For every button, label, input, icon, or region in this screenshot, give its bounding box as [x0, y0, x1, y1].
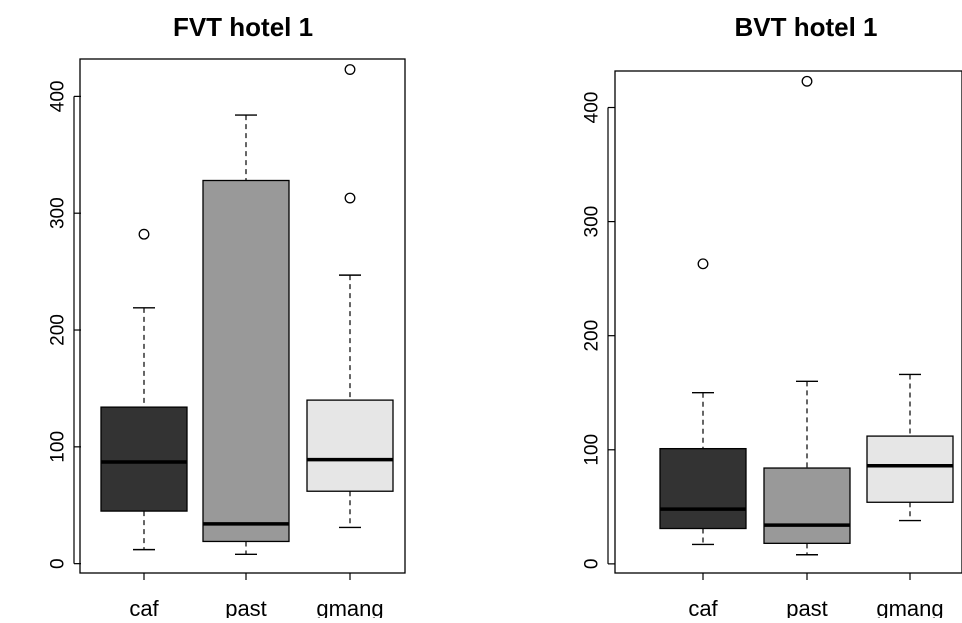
chart-1-box-past — [203, 115, 289, 554]
chart-2-panel: BVT hotel 1 0 100 200 300 400 caf past gmang — [582, 12, 962, 618]
chart-1-box-gmang — [307, 65, 393, 528]
chart-1-box-caf — [101, 229, 187, 549]
chart-2-box-past — [764, 76, 850, 554]
chart-2-y-tick-label: 0 — [582, 559, 603, 570]
chart-1-outlier-point — [345, 65, 355, 75]
chart-1-title: FVT hotel 1 — [173, 12, 313, 42]
chart-2-x-tick-label: gmang — [876, 596, 943, 618]
chart-1-iqr-box — [101, 407, 187, 511]
chart-1-outlier-point — [345, 193, 355, 203]
chart-1-outlier-point — [139, 229, 149, 239]
chart-1-y-tick-label: 0 — [48, 558, 69, 569]
chart-2-x-tick-label: caf — [688, 596, 718, 618]
chart-1-y-tick-label: 100 — [48, 431, 69, 463]
chart-2-x-tick-label: past — [786, 596, 828, 618]
chart-2-iqr-box — [867, 436, 953, 502]
chart-1-y-tick-label: 400 — [48, 81, 69, 113]
chart-2-y-tick-label: 300 — [582, 206, 603, 238]
chart-2-y-tick-label: 400 — [582, 92, 603, 124]
chart-1-y-tick-label: 200 — [48, 314, 69, 346]
chart-1-x-tick-label: caf — [129, 596, 159, 618]
chart-1-iqr-box — [307, 400, 393, 491]
chart-2-iqr-box — [660, 449, 746, 529]
chart-1-y-tick-label: 300 — [48, 197, 69, 229]
chart-1-iqr-box — [203, 180, 289, 541]
chart-2-box-gmang — [867, 374, 953, 520]
chart-1-x-tick-label: gmang — [316, 596, 383, 618]
chart-2-outlier-point — [698, 259, 708, 269]
chart-1-panel: FVT hotel 1 0 100 200 300 400 caf past gmang — [48, 12, 406, 618]
chart-1-x-tick-label: past — [225, 596, 267, 618]
chart-2-title: BVT hotel 1 — [734, 12, 877, 42]
chart-2-iqr-box — [764, 468, 850, 543]
chart-2-y-tick-label: 100 — [582, 434, 603, 466]
chart-2-outlier-point — [802, 76, 812, 86]
chart-2-y-tick-label: 200 — [582, 320, 603, 352]
chart-2-box-caf — [660, 259, 746, 544]
